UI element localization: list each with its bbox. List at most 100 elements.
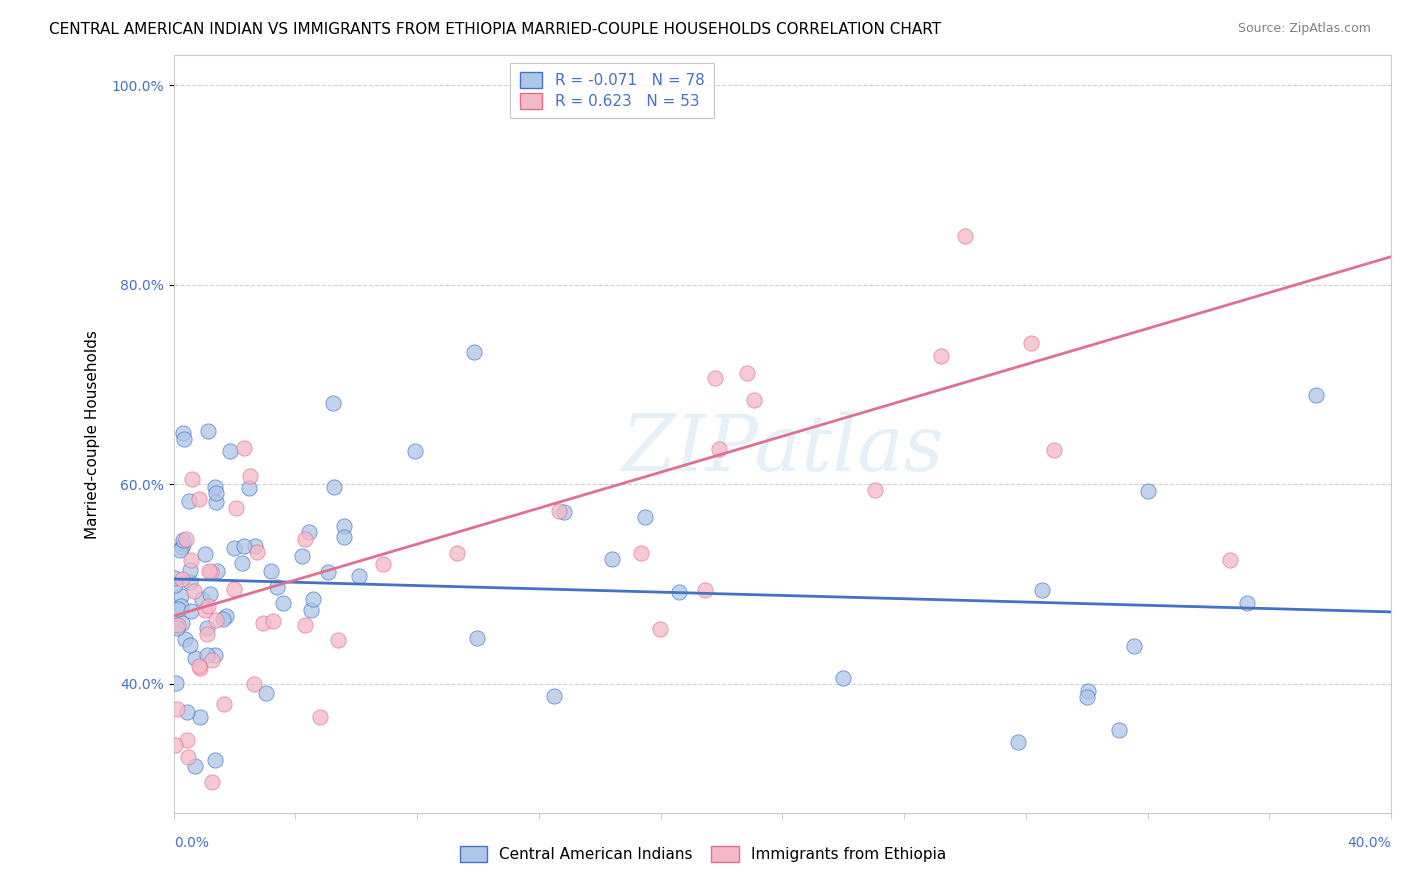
Point [179, 493, 201, 508]
Point [204, 648, 226, 663]
Point [1236, 596, 1258, 610]
Point [333, 519, 356, 533]
Point [1122, 639, 1144, 653]
Point [553, 504, 575, 518]
Text: Source: ZipAtlas.com: Source: ZipAtlas.com [1237, 22, 1371, 36]
Point [170, 616, 193, 631]
Point [194, 603, 217, 617]
Point [309, 710, 332, 724]
Point [548, 503, 571, 517]
Point [634, 510, 657, 524]
Point [463, 344, 485, 359]
Point [183, 584, 205, 599]
Point [273, 595, 295, 609]
Y-axis label: Married-couple Households: Married-couple Households [86, 330, 100, 539]
Point [299, 603, 322, 617]
Point [298, 525, 321, 540]
Point [177, 750, 200, 764]
Point [165, 571, 187, 585]
Point [291, 549, 314, 564]
Point [349, 569, 371, 583]
Point [205, 485, 228, 500]
Point [204, 495, 226, 509]
Point [333, 530, 356, 544]
Point [224, 582, 246, 596]
Point [179, 574, 201, 589]
Point [1031, 582, 1053, 597]
Point [197, 424, 219, 438]
Point [302, 592, 325, 607]
Point [294, 532, 316, 546]
Point [166, 675, 188, 690]
Point [201, 653, 224, 667]
Point [176, 705, 198, 719]
Point [316, 565, 339, 579]
Point [204, 753, 226, 767]
Point [239, 468, 262, 483]
Point [188, 819, 211, 833]
Point [183, 759, 205, 773]
Point [1305, 388, 1327, 402]
Point [1219, 552, 1241, 566]
Point [703, 371, 725, 385]
Legend: R = -0.071   N = 78, R = 0.623   N = 53: R = -0.071 N = 78, R = 0.623 N = 53 [510, 62, 714, 119]
Point [254, 686, 277, 700]
Point [668, 585, 690, 599]
Point [173, 632, 195, 647]
Point [863, 483, 886, 497]
Point [201, 775, 224, 789]
Point [266, 580, 288, 594]
Point [198, 587, 221, 601]
Point [929, 349, 952, 363]
Legend: Central American Indians, Immigrants from Ethiopia: Central American Indians, Immigrants fro… [454, 840, 952, 868]
Point [294, 618, 316, 632]
Point [1077, 683, 1099, 698]
Text: 40.0%: 40.0% [1347, 837, 1391, 850]
Point [179, 638, 201, 652]
Point [1019, 335, 1042, 350]
Point [172, 537, 194, 551]
Point [169, 599, 191, 614]
Point [212, 612, 235, 626]
Point [195, 626, 218, 640]
Text: ZIPatlas: ZIPatlas [621, 411, 943, 488]
Point [188, 659, 211, 673]
Point [205, 564, 228, 578]
Point [170, 572, 193, 586]
Point [215, 609, 238, 624]
Point [742, 393, 765, 408]
Point [173, 432, 195, 446]
Point [172, 533, 194, 548]
Point [225, 500, 247, 515]
Point [166, 617, 188, 632]
Point [181, 472, 204, 486]
Point [219, 444, 242, 458]
Point [231, 556, 253, 570]
Point [252, 615, 274, 630]
Point [1108, 723, 1130, 738]
Point [166, 701, 188, 715]
Point [187, 492, 209, 507]
Point [238, 481, 260, 495]
Point [190, 592, 212, 607]
Point [207, 820, 229, 834]
Point [188, 710, 211, 724]
Point [262, 615, 284, 629]
Point [163, 578, 186, 592]
Point [465, 631, 488, 645]
Point [1043, 443, 1066, 458]
Point [172, 540, 194, 554]
Point [204, 480, 226, 494]
Point [1136, 483, 1159, 498]
Point [709, 442, 731, 456]
Point [955, 229, 977, 244]
Point [166, 621, 188, 635]
Point [1007, 735, 1029, 749]
Point [212, 697, 235, 711]
Point [180, 604, 202, 618]
Point [170, 589, 193, 603]
Point [197, 599, 219, 613]
Point [233, 539, 256, 553]
Point [165, 739, 187, 753]
Point [630, 546, 652, 560]
